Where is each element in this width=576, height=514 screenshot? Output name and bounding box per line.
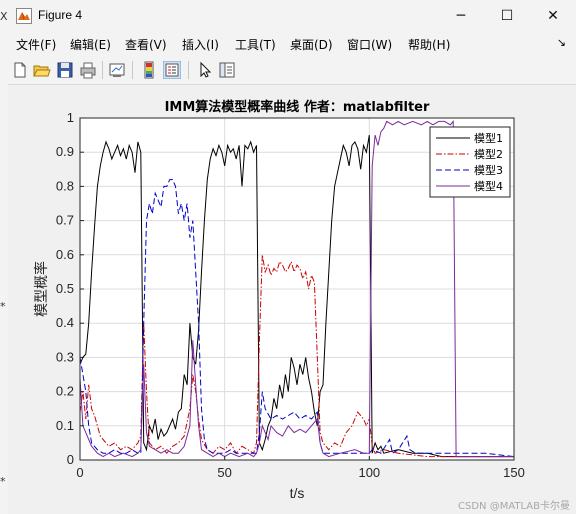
y-tick-label: 0 (67, 452, 74, 467)
legend-box[interactable] (429, 126, 511, 198)
y-tick-label: 0.8 (56, 178, 74, 193)
new-figure-icon[interactable] (11, 61, 29, 79)
menu-tools[interactable]: 工具(T) (235, 38, 276, 52)
legend-label-model-1: 模型1 (474, 131, 503, 145)
background-window-marker: * (0, 300, 6, 313)
y-tick-label: 0.6 (56, 247, 74, 262)
chart-title: IMM算法模型概率曲线 作者：matlabfilter (165, 99, 430, 115)
title-bar: Figure 4 ─ ☐ ✕ (8, 0, 576, 32)
y-tick-label: 0.5 (56, 281, 74, 296)
menu-edit[interactable]: 编辑(E) (70, 38, 111, 52)
y-tick-label: 0.2 (56, 384, 74, 399)
legend-label-model-3: 模型3 (474, 163, 503, 177)
background-window-marker-2: * (0, 475, 6, 488)
menu-insert[interactable]: 插入(I) (182, 38, 219, 52)
matlab-app-icon (16, 8, 32, 24)
close-button[interactable]: ✕ (547, 8, 559, 24)
x-axis-label: t/s (290, 485, 305, 501)
y-tick-label: 1 (67, 110, 74, 125)
menu-desktop[interactable]: 桌面(D) (290, 38, 333, 52)
y-axis-label: 模型概率 (33, 261, 50, 317)
minimize-button[interactable]: ─ (456, 8, 466, 24)
window-title: Figure 4 (38, 8, 83, 22)
series-line-model-4 (79, 120, 514, 458)
link-plot-icon[interactable] (108, 61, 126, 79)
y-tick-label: 0.1 (56, 418, 74, 433)
menu-view[interactable]: 查看(V) (125, 38, 167, 52)
y-tick-label: 0.3 (56, 349, 74, 364)
save-icon[interactable] (56, 61, 74, 79)
plot-area: 0 50 100 150 0 0.1 0.2 0.3 0.4 0.5 0.6 0.7 0.8 0.9 1 I… (33, 99, 570, 512)
x-tick-label: 150 (503, 465, 525, 480)
menu-help[interactable]: 帮助(H) (408, 38, 451, 52)
toolbar-separator (132, 61, 133, 79)
toolbar-separator (102, 61, 103, 79)
print-icon[interactable] (79, 61, 97, 79)
y-tick-label: 0.9 (56, 144, 74, 159)
property-editor-icon[interactable] (218, 61, 236, 79)
figure-window: Figure 4 ─ ☐ ✕ 文件(F) 编辑(E) 查看(V) 插入(I) 工… (8, 0, 576, 514)
dock-figure-icon[interactable]: ↘ (556, 36, 566, 49)
x-tick-label: 100 (358, 465, 380, 480)
colorbar-icon[interactable] (140, 61, 158, 79)
csdn-watermark: CSDN @MATLAB卡尔曼 (458, 499, 570, 512)
legend-icon[interactable] (163, 61, 181, 79)
x-tick-label: 50 (217, 465, 231, 480)
legend-label-model-4: 模型4 (474, 179, 503, 193)
maximize-button[interactable]: ☐ (500, 8, 514, 24)
toolbar-separator (188, 61, 189, 79)
y-tick-label: 0.4 (56, 315, 74, 330)
figure-toolbar (8, 56, 576, 85)
series-line-model-2 (79, 254, 514, 458)
menu-window[interactable]: 窗口(W) (347, 38, 393, 52)
y-tick-label: 0.7 (56, 213, 74, 228)
menu-bar: 文件(F) 编辑(E) 查看(V) 插入(I) 工具(T) 桌面(D) 窗口(W… (8, 32, 576, 56)
figure-canvas: 0 50 100 150 0 0.1 0.2 0.3 0.4 0.5 0.6 0.7 0.8 0.9 1 I… (8, 85, 576, 514)
series-line-model-1 (79, 135, 514, 458)
x-tick-label: 0 (76, 465, 83, 480)
legend-label-model-2: 模型2 (474, 147, 503, 161)
pointer-icon[interactable] (196, 61, 214, 79)
open-file-icon[interactable] (33, 61, 51, 79)
menu-file[interactable]: 文件(F) (16, 38, 57, 52)
background-window-close-glyph: X (0, 10, 8, 23)
